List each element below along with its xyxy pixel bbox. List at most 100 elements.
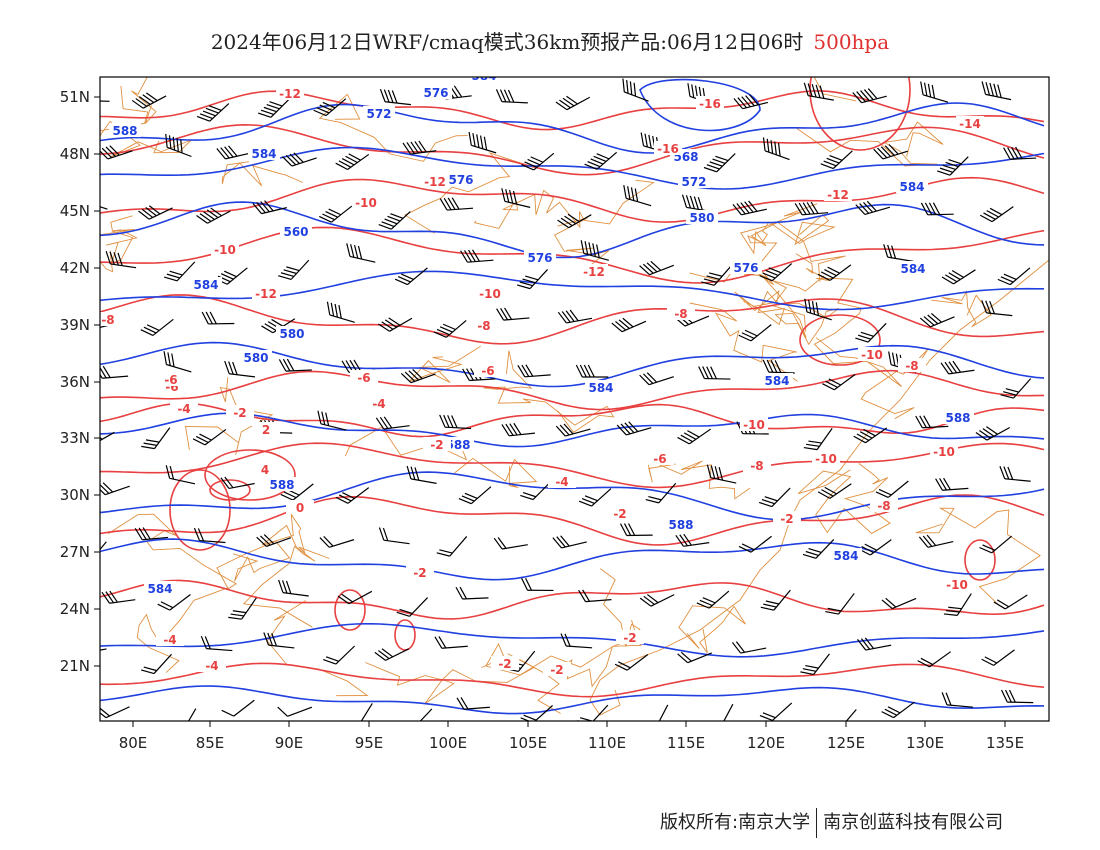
- boundary-line: [318, 93, 468, 162]
- wind-barb: [575, 364, 609, 378]
- temperature-contour-line: [100, 442, 1045, 489]
- wind-barb: [256, 534, 292, 548]
- boundary-line: [740, 203, 846, 282]
- height-label: 572: [681, 175, 706, 189]
- wind-barb: [358, 703, 373, 721]
- wind-barb: [495, 89, 528, 104]
- height-label: 584: [147, 582, 172, 596]
- wind-barb: [855, 200, 891, 216]
- temperature-label: -2: [623, 631, 636, 645]
- temperature-label-bg: [252, 286, 280, 300]
- temperature-label: -10: [214, 243, 236, 257]
- boundary-line: [860, 349, 929, 420]
- wind-barb: [800, 653, 830, 676]
- wind-barb: [920, 81, 949, 103]
- height-label: 584: [764, 374, 789, 388]
- wind-barb: [677, 651, 712, 664]
- wind-barb: [855, 322, 887, 343]
- wind-barb: [224, 360, 256, 378]
- temperature-label-bg: [226, 405, 254, 419]
- height-label: 580: [243, 351, 268, 365]
- boundary-line: [404, 152, 524, 234]
- temperature-label: -8: [674, 307, 687, 321]
- wind-barbs: [100, 78, 1037, 721]
- wind-barb: [881, 597, 917, 610]
- wind-barb: [979, 206, 1014, 223]
- wind-barb: [455, 586, 489, 600]
- wind-barb: [520, 705, 553, 721]
- temperature-contour-loop: [799, 314, 881, 366]
- wind-barb: [759, 702, 793, 721]
- wind-barb: [804, 298, 832, 321]
- footer-separator: [816, 808, 818, 838]
- wind-barb: [555, 423, 591, 437]
- temperature-label: -4: [205, 659, 218, 673]
- wind-barb: [655, 704, 669, 721]
- wind-barb: [915, 415, 949, 429]
- footer-company: 南京创蓝科技有限公司: [823, 812, 1004, 833]
- wind-barb: [935, 477, 969, 491]
- wind-barb: [993, 594, 1028, 610]
- wind-barb: [105, 251, 137, 269]
- lat-tick-label: 24N: [60, 600, 90, 618]
- wind-barb: [258, 98, 290, 118]
- wind-barb: [396, 597, 429, 617]
- temperature-label: 2: [262, 423, 270, 437]
- wind-barb: [943, 593, 972, 616]
- temperature-label-bg: [276, 86, 304, 100]
- wind-barb: [216, 145, 251, 160]
- wind-barb: [578, 488, 612, 507]
- temperature-label-bg: [773, 511, 801, 525]
- wind-barb: [677, 428, 712, 445]
- temperature-label-bg: [100, 312, 122, 326]
- wind-barb: [193, 527, 226, 544]
- wind-barb: [100, 648, 107, 655]
- height-label: 576: [733, 261, 758, 275]
- temperature-label: -2: [413, 566, 426, 580]
- temperature-label: -4: [555, 475, 568, 489]
- temperature-label-bg: [548, 474, 576, 488]
- longitude-axis: 80E 85E 90E 95E 100E 105E 110E 115E 120E 125E 130E…: [119, 721, 1024, 752]
- wind-barb: [557, 309, 593, 324]
- temperature-label: -6: [481, 364, 494, 378]
- boundary-line: [797, 463, 891, 534]
- wind-barb: [997, 267, 1031, 286]
- temperature-label-bg: [350, 370, 378, 384]
- height-label-bg: [144, 581, 176, 595]
- wind-barb: [138, 205, 173, 220]
- wind-barb: [794, 201, 829, 216]
- boundary-line: [931, 290, 992, 328]
- wind-barb: [433, 319, 467, 338]
- lon-tick-label: 85E: [196, 734, 225, 752]
- temperature-label: -12: [827, 188, 849, 202]
- temperature-label-bg: [365, 396, 393, 410]
- wind-barb: [760, 589, 791, 611]
- temperature-label: -8: [101, 313, 114, 327]
- wind-barb: [323, 645, 356, 665]
- wind-barb: [822, 373, 856, 391]
- temperature-label: -2: [780, 512, 793, 526]
- boundary-line: [915, 507, 1041, 607]
- height-label-bg: [240, 350, 272, 364]
- boundary-line: [689, 302, 798, 382]
- temperature-label: -12: [279, 87, 301, 101]
- temperature-label: -4: [372, 397, 385, 411]
- wind-barb: [820, 150, 853, 170]
- wind-barb: [317, 410, 347, 431]
- temperature-label-bg: [286, 500, 314, 514]
- wind-barb: [460, 249, 494, 263]
- temperature-label: -10: [743, 418, 765, 432]
- height-contour-line: [100, 341, 1045, 388]
- latitude-axis: 51N 48N 45N 42N 39N 36N 33N 30N 27N 24N 21N: [60, 88, 100, 675]
- temperature-label-bg: [956, 116, 984, 130]
- wind-barb: [501, 188, 531, 208]
- height-label-bg: [942, 410, 974, 424]
- wind-barb: [400, 368, 436, 384]
- temperature-label-bg: [646, 451, 674, 465]
- wind-barb: [838, 709, 857, 721]
- height-label: 560: [283, 225, 308, 239]
- height-contour-line: [100, 623, 1045, 658]
- wind-barb: [379, 88, 411, 106]
- lat-tick-label: 30N: [60, 486, 90, 504]
- wind-barb: [456, 697, 490, 710]
